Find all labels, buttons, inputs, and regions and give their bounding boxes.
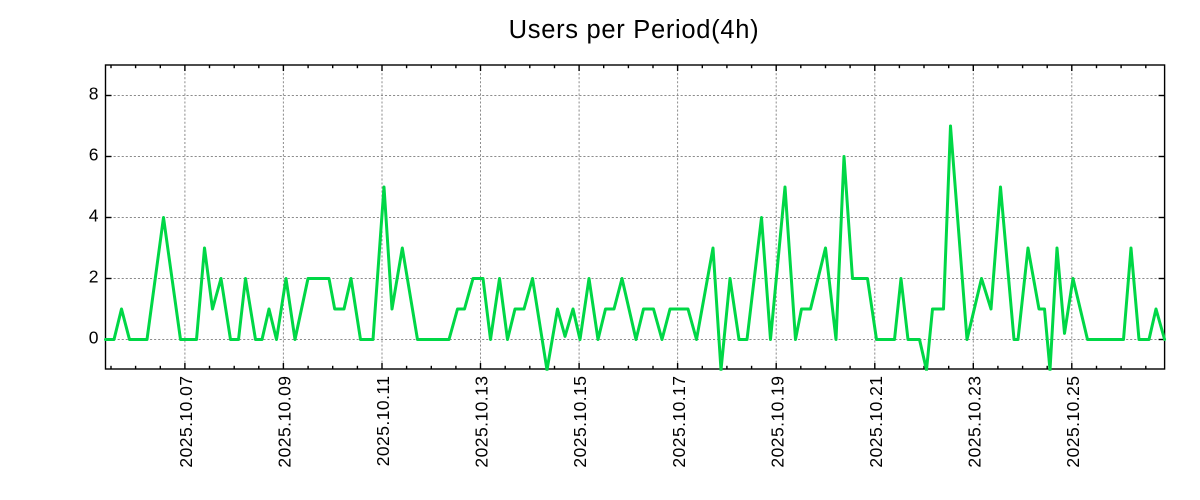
svg-text:2025.10.13: 2025.10.13 xyxy=(472,375,492,467)
svg-text:2025.10.25: 2025.10.25 xyxy=(1063,376,1083,468)
svg-text:2: 2 xyxy=(89,267,99,287)
svg-text:2025.10.15: 2025.10.15 xyxy=(570,376,590,468)
svg-text:8: 8 xyxy=(89,84,99,104)
svg-text:2025.10.09: 2025.10.09 xyxy=(275,376,295,468)
svg-text:2025.10.17: 2025.10.17 xyxy=(669,376,689,468)
svg-text:6: 6 xyxy=(89,145,99,165)
svg-text:2025.10.11: 2025.10.11 xyxy=(373,376,393,467)
svg-text:2025.10.21: 2025.10.21 xyxy=(866,376,886,468)
svg-text:Users per Period(4h): Users per Period(4h) xyxy=(509,16,760,44)
svg-text:2025.10.19: 2025.10.19 xyxy=(767,376,787,468)
svg-text:2025.10.23: 2025.10.23 xyxy=(964,376,984,468)
svg-text:4: 4 xyxy=(89,206,99,226)
svg-text:2025.10.07: 2025.10.07 xyxy=(176,376,196,468)
svg-text:0: 0 xyxy=(89,328,99,348)
